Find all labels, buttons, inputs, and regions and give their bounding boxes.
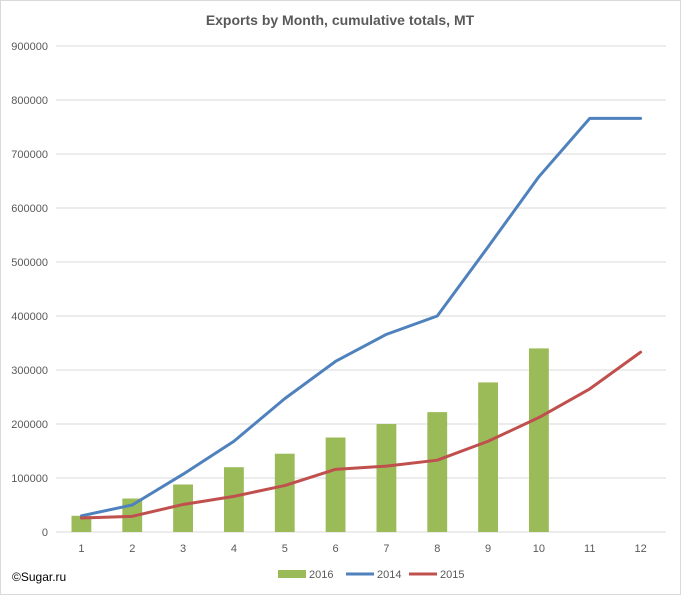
x-tick-label: 1	[78, 543, 84, 555]
x-tick-label: 4	[231, 543, 237, 555]
line-series	[79, 116, 643, 520]
y-tick-label: 0	[42, 527, 48, 539]
legend-label-2015: 2015	[440, 569, 464, 581]
x-axis-ticks: 1 2 3 4 5 6 7 8 9 10 11 12	[78, 543, 646, 555]
x-tick-label: 11	[584, 543, 595, 555]
y-tick-label: 800000	[11, 95, 48, 107]
line-2015	[79, 350, 643, 520]
x-tick-label: 10	[533, 543, 545, 555]
legend-label-2014: 2014	[377, 569, 401, 581]
source-credit: ©Sugar.ru	[12, 570, 66, 584]
bar-2016-5	[274, 453, 295, 532]
bar-series-2016	[71, 348, 549, 532]
gridlines	[56, 45, 666, 533]
y-tick-label: 900000	[11, 41, 48, 53]
x-tick-label: 3	[180, 543, 186, 555]
bar-2016-1	[71, 515, 92, 532]
x-tick-label: 2	[129, 543, 135, 555]
legend: 2016 2014 2015	[278, 569, 464, 581]
x-tick-label: 6	[333, 543, 339, 555]
y-tick-label: 200000	[11, 419, 48, 431]
bar-2016-7	[376, 424, 397, 532]
bar-2016-9	[478, 382, 498, 532]
bar-2016-6	[325, 437, 346, 532]
chart-title: Exports by Month, cumulative totals, MT	[206, 12, 475, 28]
legend-swatch-2016	[278, 570, 306, 578]
x-tick-label: 7	[383, 543, 389, 555]
bar-2016-10	[529, 348, 549, 532]
y-tick-label: 600000	[11, 203, 48, 215]
y-axis-ticks: 0 100000 200000 300000 400000 500000 600000 700…	[11, 41, 48, 539]
line-2014	[79, 116, 643, 518]
x-tick-label: 8	[434, 543, 440, 555]
y-tick-label: 300000	[11, 365, 48, 377]
y-tick-label: 500000	[11, 257, 48, 269]
y-tick-label: 700000	[11, 149, 48, 161]
y-tick-label: 100000	[11, 473, 48, 485]
bar-2016-3	[173, 484, 193, 532]
x-tick-label: 5	[282, 543, 288, 555]
bar-2016-4	[224, 467, 244, 532]
x-tick-label: 12	[634, 543, 646, 555]
y-tick-label: 400000	[11, 311, 48, 323]
legend-label-2016: 2016	[309, 569, 333, 581]
bar-2016-8	[427, 412, 448, 532]
x-tick-label: 9	[485, 543, 491, 555]
